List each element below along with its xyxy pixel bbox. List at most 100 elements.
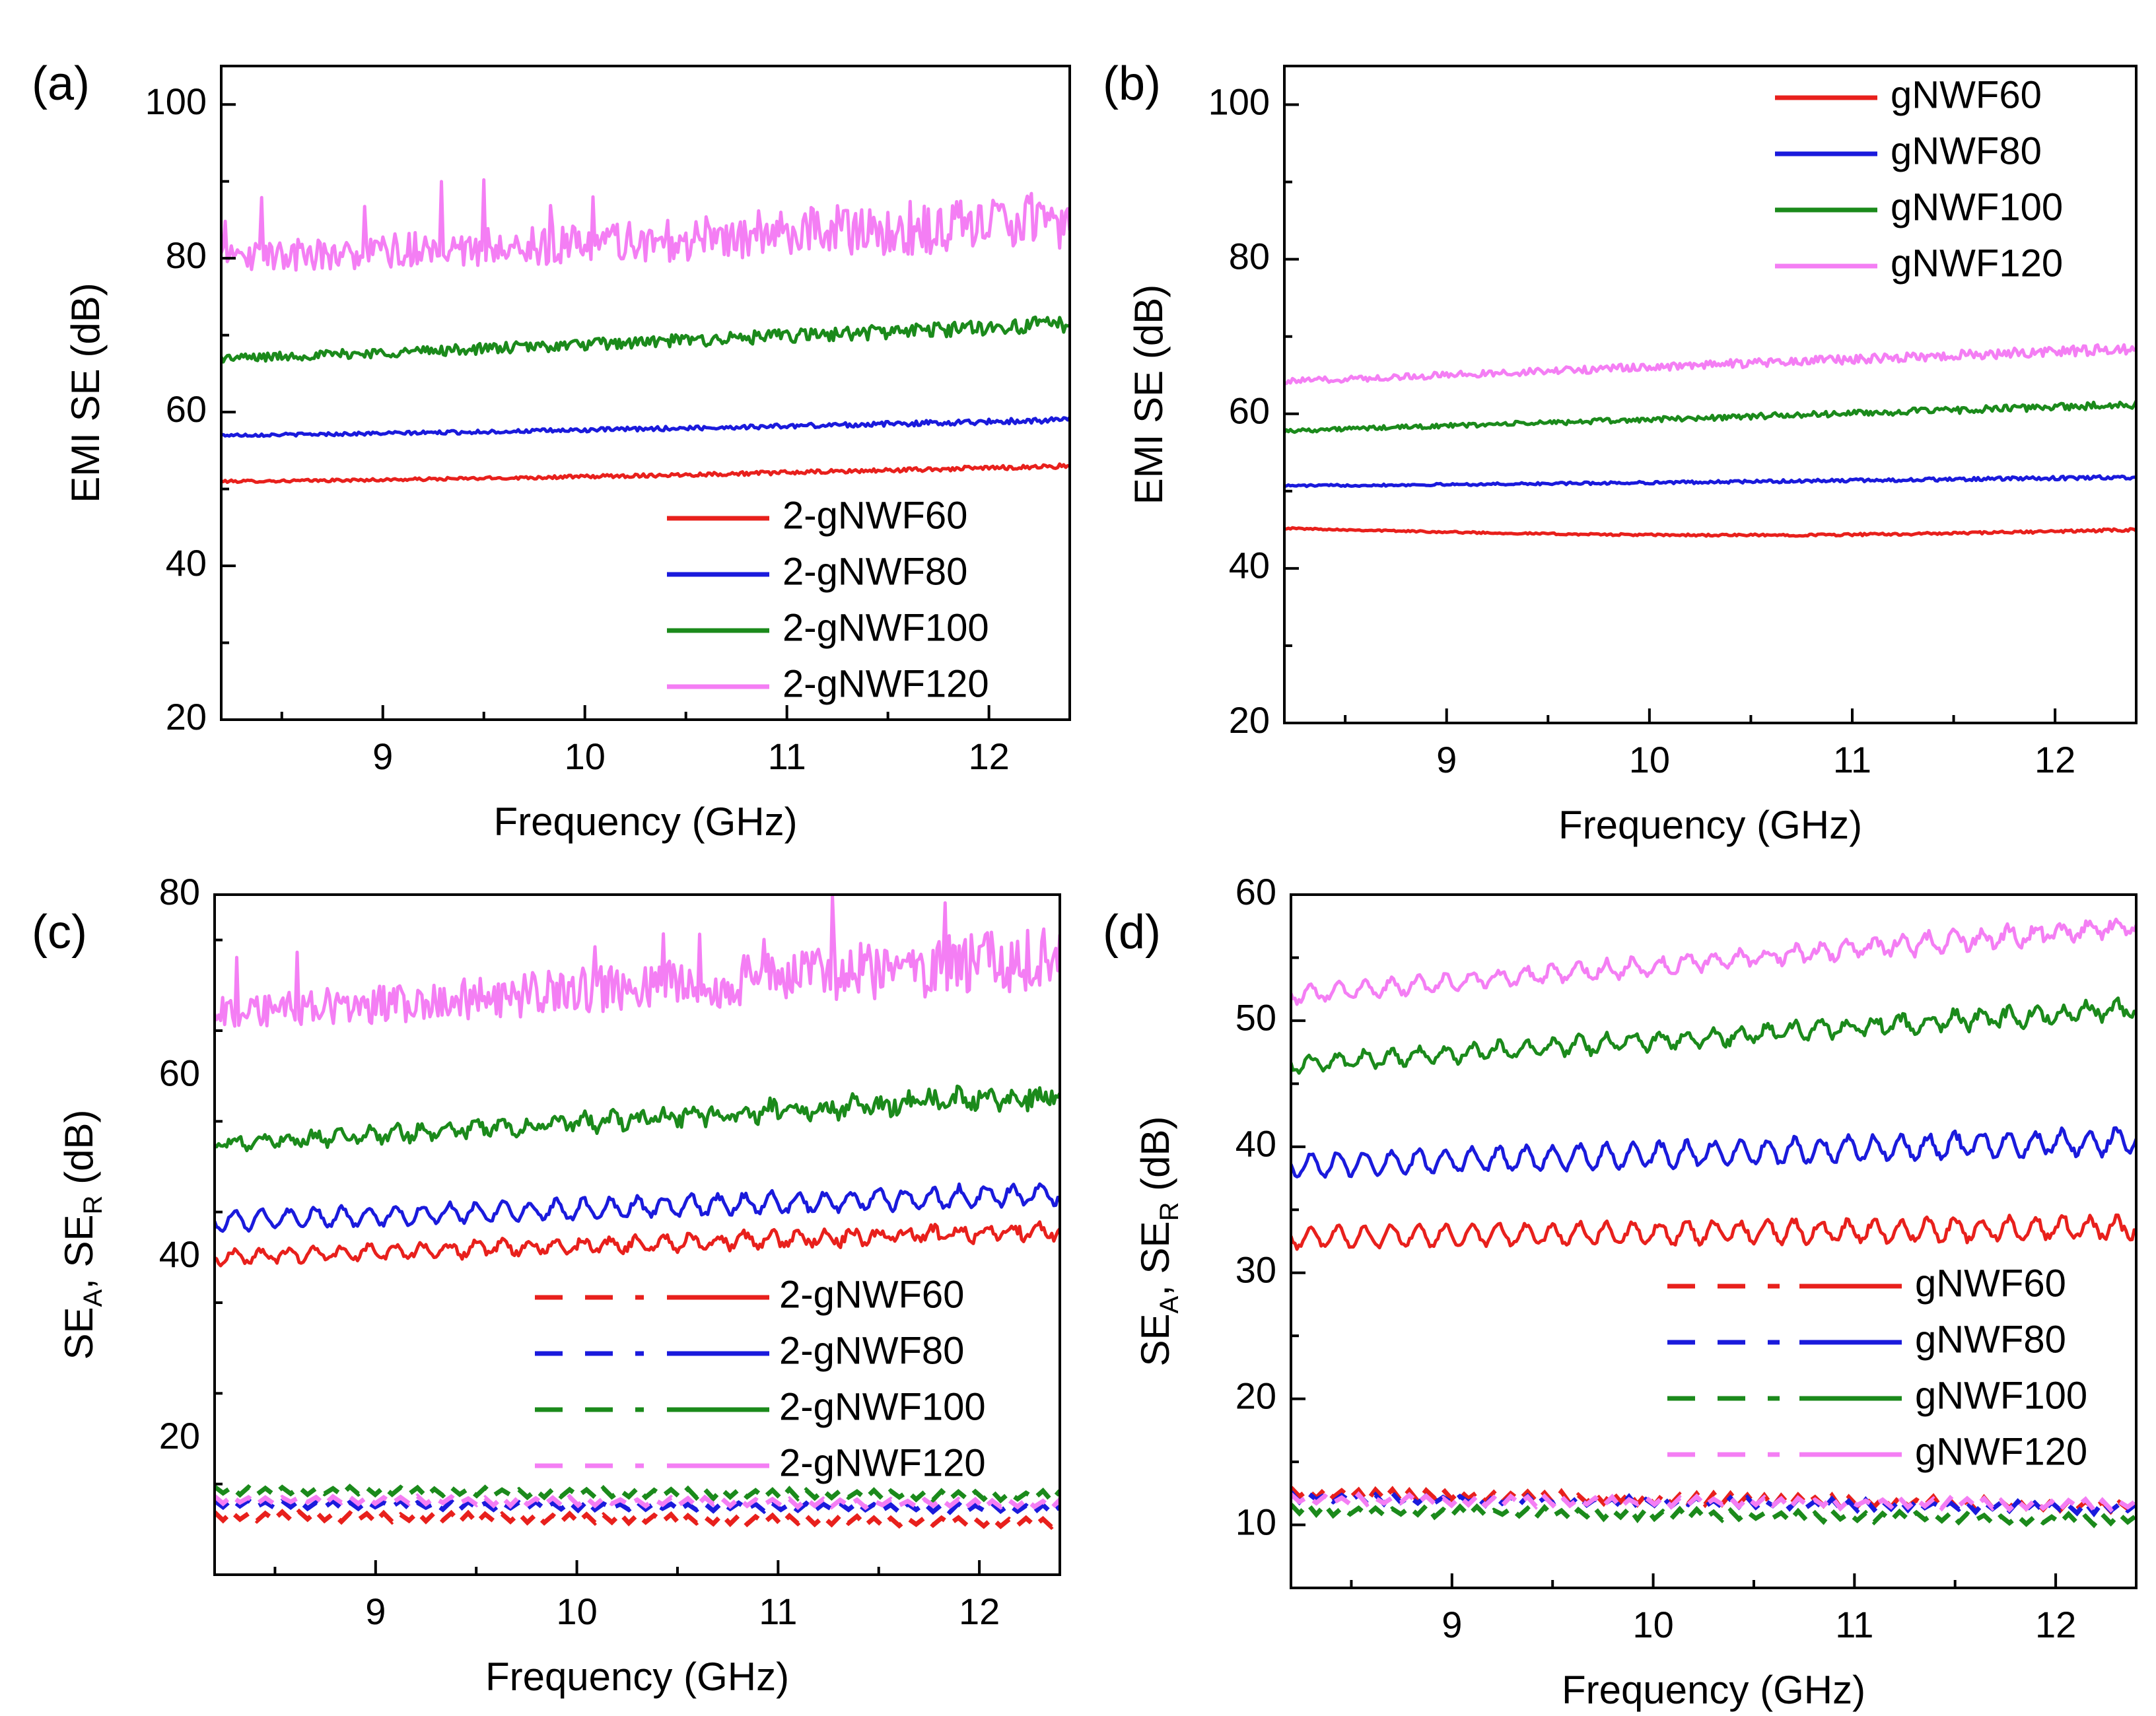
y-tick-label: 20: [1229, 699, 1270, 741]
legend-label: gNWF100: [1915, 1374, 2087, 1417]
legend-label: 2-gNWF80: [782, 550, 967, 593]
plot-frame: [1290, 893, 2138, 1589]
x-axis-title: Frequency (GHz): [1562, 1668, 1865, 1712]
y-axis-part: , SE: [1133, 1221, 1177, 1295]
y-tick-label: 20: [1235, 1375, 1276, 1416]
series-line: [215, 1496, 1060, 1516]
panel-letter: (c): [32, 906, 87, 959]
x-axis-title: Frequency (GHz): [485, 1655, 789, 1699]
panel-letter: (b): [1103, 57, 1161, 110]
legend-label: gNWF60: [1915, 1262, 2066, 1305]
y-axis-subscript: R: [1155, 1202, 1184, 1221]
legend: gNWF60 gNWF80 gNWF100 gNWF120: [1775, 73, 2063, 285]
x-tick-label: 12: [959, 1591, 1000, 1632]
y-axis-subscript: A: [79, 1289, 108, 1307]
series-line: [215, 1182, 1060, 1233]
panel-d: (d) 9 10 11 12 10 20 30 40 50 60 Frequency (GHz) SEA…: [1103, 871, 2138, 1712]
series-group: [221, 178, 1070, 484]
series-line: [215, 1220, 1060, 1268]
y-tick-label: 60: [1235, 871, 1276, 912]
y-tick-label: 60: [159, 1052, 200, 1093]
x-tick-label: 10: [565, 736, 606, 777]
legend: 2-gNWF60 2-gNWF80 2-gNWF100 2-gNWF120: [667, 494, 989, 705]
x-tick-label: 10: [556, 1591, 597, 1632]
series-line: [215, 1483, 1060, 1505]
y-tick-label: 40: [1235, 1123, 1276, 1165]
panel-letter: (a): [32, 57, 90, 110]
y-axis-part: SE: [57, 1307, 101, 1359]
legend-label: gNWF120: [1891, 242, 2063, 285]
series-line: [1291, 1126, 2136, 1179]
series-line: [1284, 400, 2136, 434]
legend-label: gNWF60: [1891, 73, 2042, 116]
series-line: [1284, 343, 2136, 386]
x-tick-label: 9: [365, 1591, 386, 1632]
plot-frame: [213, 893, 1061, 1576]
legend-label: 2-gNWF120: [782, 662, 989, 705]
y-tick-label: 40: [159, 1233, 200, 1275]
series-group: [1284, 343, 2136, 538]
legend-label: 2-gNWF80: [779, 1329, 964, 1372]
legend-label: 2-gNWF100: [779, 1385, 986, 1428]
y-tick-label: 60: [166, 388, 207, 430]
series-group: [1291, 917, 2136, 1528]
series-line: [215, 1493, 1060, 1512]
plot-frame: [220, 65, 1071, 721]
legend: 2-gNWF60 2-gNWF80 2-gNWF100 2-gNWF120: [535, 1273, 986, 1484]
series-line: [221, 462, 1070, 484]
y-axis-part: SE: [1133, 1313, 1177, 1366]
series-line: [1291, 1491, 2136, 1514]
legend-label: 2-gNWF100: [782, 606, 989, 649]
series-line: [215, 1084, 1060, 1153]
x-axis-title: Frequency (GHz): [1558, 803, 1862, 847]
y-axis-subscript: R: [79, 1196, 108, 1215]
series-line: [1284, 474, 2136, 489]
series-line: [221, 315, 1070, 364]
x-tick-label: 12: [2035, 1604, 2076, 1645]
x-tick-label: 9: [372, 736, 393, 777]
y-axis-title: EMI SE (dB): [1127, 285, 1171, 504]
x-tick-label: 9: [1436, 739, 1457, 780]
legend-label: gNWF100: [1891, 186, 2063, 228]
series-line: [221, 178, 1070, 272]
x-tick-label: 10: [1632, 1604, 1673, 1645]
series-line: [221, 416, 1070, 438]
x-tick-label: 12: [2034, 739, 2075, 780]
legend-label: 2-gNWF60: [779, 1273, 964, 1316]
series-line: [1291, 996, 2136, 1075]
y-tick-label: 80: [166, 234, 207, 276]
x-tick-label: 11: [1833, 739, 1871, 780]
y-tick-label: 100: [1208, 81, 1270, 122]
plot-frame: [1283, 65, 2138, 724]
legend-label: gNWF80: [1891, 129, 2042, 172]
y-axis-part: (dB): [57, 1109, 101, 1195]
y-tick-label: 60: [1229, 390, 1270, 432]
legend-label: gNWF120: [1915, 1430, 2087, 1473]
series-line: [215, 895, 1060, 1028]
y-tick-label: 20: [159, 1415, 200, 1457]
legend-label: 2-gNWF120: [779, 1441, 986, 1484]
y-axis-title: EMI SE (dB): [63, 283, 108, 502]
legend-label: gNWF80: [1915, 1318, 2066, 1361]
y-tick-label: 20: [166, 696, 207, 738]
series-line: [1291, 1501, 2136, 1528]
y-tick-label: 80: [1229, 235, 1270, 277]
y-axis-part: , SE: [57, 1214, 101, 1289]
legend: gNWF60 gNWF80 gNWF100 gNWF120: [1667, 1262, 2087, 1473]
series-line: [1291, 917, 2136, 1006]
y-axis-title: SEA, SER (dB): [57, 1109, 108, 1359]
y-tick-label: 80: [159, 871, 200, 912]
y-tick-label: 50: [1235, 997, 1276, 1039]
series-group: [215, 895, 1060, 1530]
panel-b: (b) 9 10 11 12 20 40 60 80 100 Frequency (GHz) EMI …: [1103, 57, 2138, 847]
x-tick-label: 10: [1629, 739, 1670, 780]
y-tick-label: 100: [145, 81, 207, 122]
y-axis-part: (dB): [1133, 1116, 1177, 1202]
series-line: [215, 1508, 1060, 1530]
series-line: [1291, 1486, 2136, 1515]
x-axis-title: Frequency (GHz): [493, 800, 797, 844]
y-tick-label: 30: [1235, 1249, 1276, 1291]
panel-a: (a) 9 10 11 12 20 40 60 80 100 Frequency (GHz) EMI …: [32, 57, 1071, 844]
panel-c: (c) 9 10 11 12 20 40 60 80 Frequency (GHz) SEA, SE…: [32, 871, 1061, 1699]
